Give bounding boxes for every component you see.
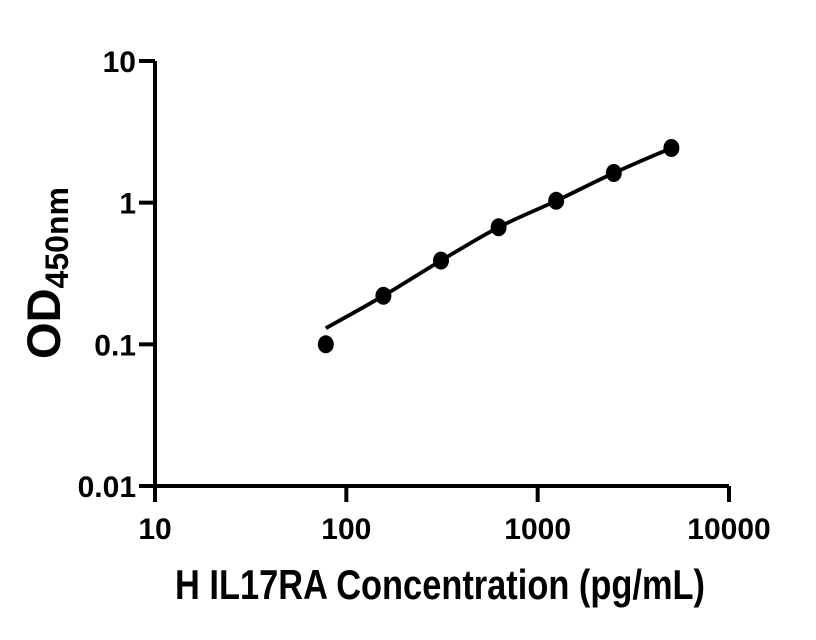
data-point	[490, 218, 507, 237]
data-point	[375, 286, 392, 305]
data-point-markers	[317, 139, 680, 354]
y-tick-label: 0.1	[94, 329, 136, 362]
y-axis-title: OD450nm	[17, 187, 75, 359]
x-tick-label: 1000	[504, 513, 571, 546]
y-axis-title-main: OD	[17, 288, 70, 359]
x-tick-label: 10000	[687, 513, 770, 546]
data-point	[433, 251, 449, 270]
data-point	[317, 335, 334, 354]
axis-ticks	[139, 58, 731, 502]
y-axis-title-subscript: 450nm	[39, 187, 75, 288]
x-axis-title: H IL17RA Concentration (pg/mL)	[175, 561, 705, 608]
y-tick-label: 0.01	[78, 471, 136, 504]
data-point	[663, 139, 680, 157]
y-tick-label: 1	[119, 188, 136, 221]
y-axis-tick-labels: 10 1 0.1 0.01	[78, 46, 136, 504]
data-point	[548, 191, 565, 210]
x-tick-label: 100	[321, 513, 371, 546]
data-point	[605, 164, 622, 182]
x-tick-label: 10	[138, 513, 171, 546]
axis-lines	[153, 61, 729, 488]
y-tick-label: 10	[103, 46, 136, 79]
x-axis-tick-labels: 10 100 1000 10000	[138, 513, 770, 546]
